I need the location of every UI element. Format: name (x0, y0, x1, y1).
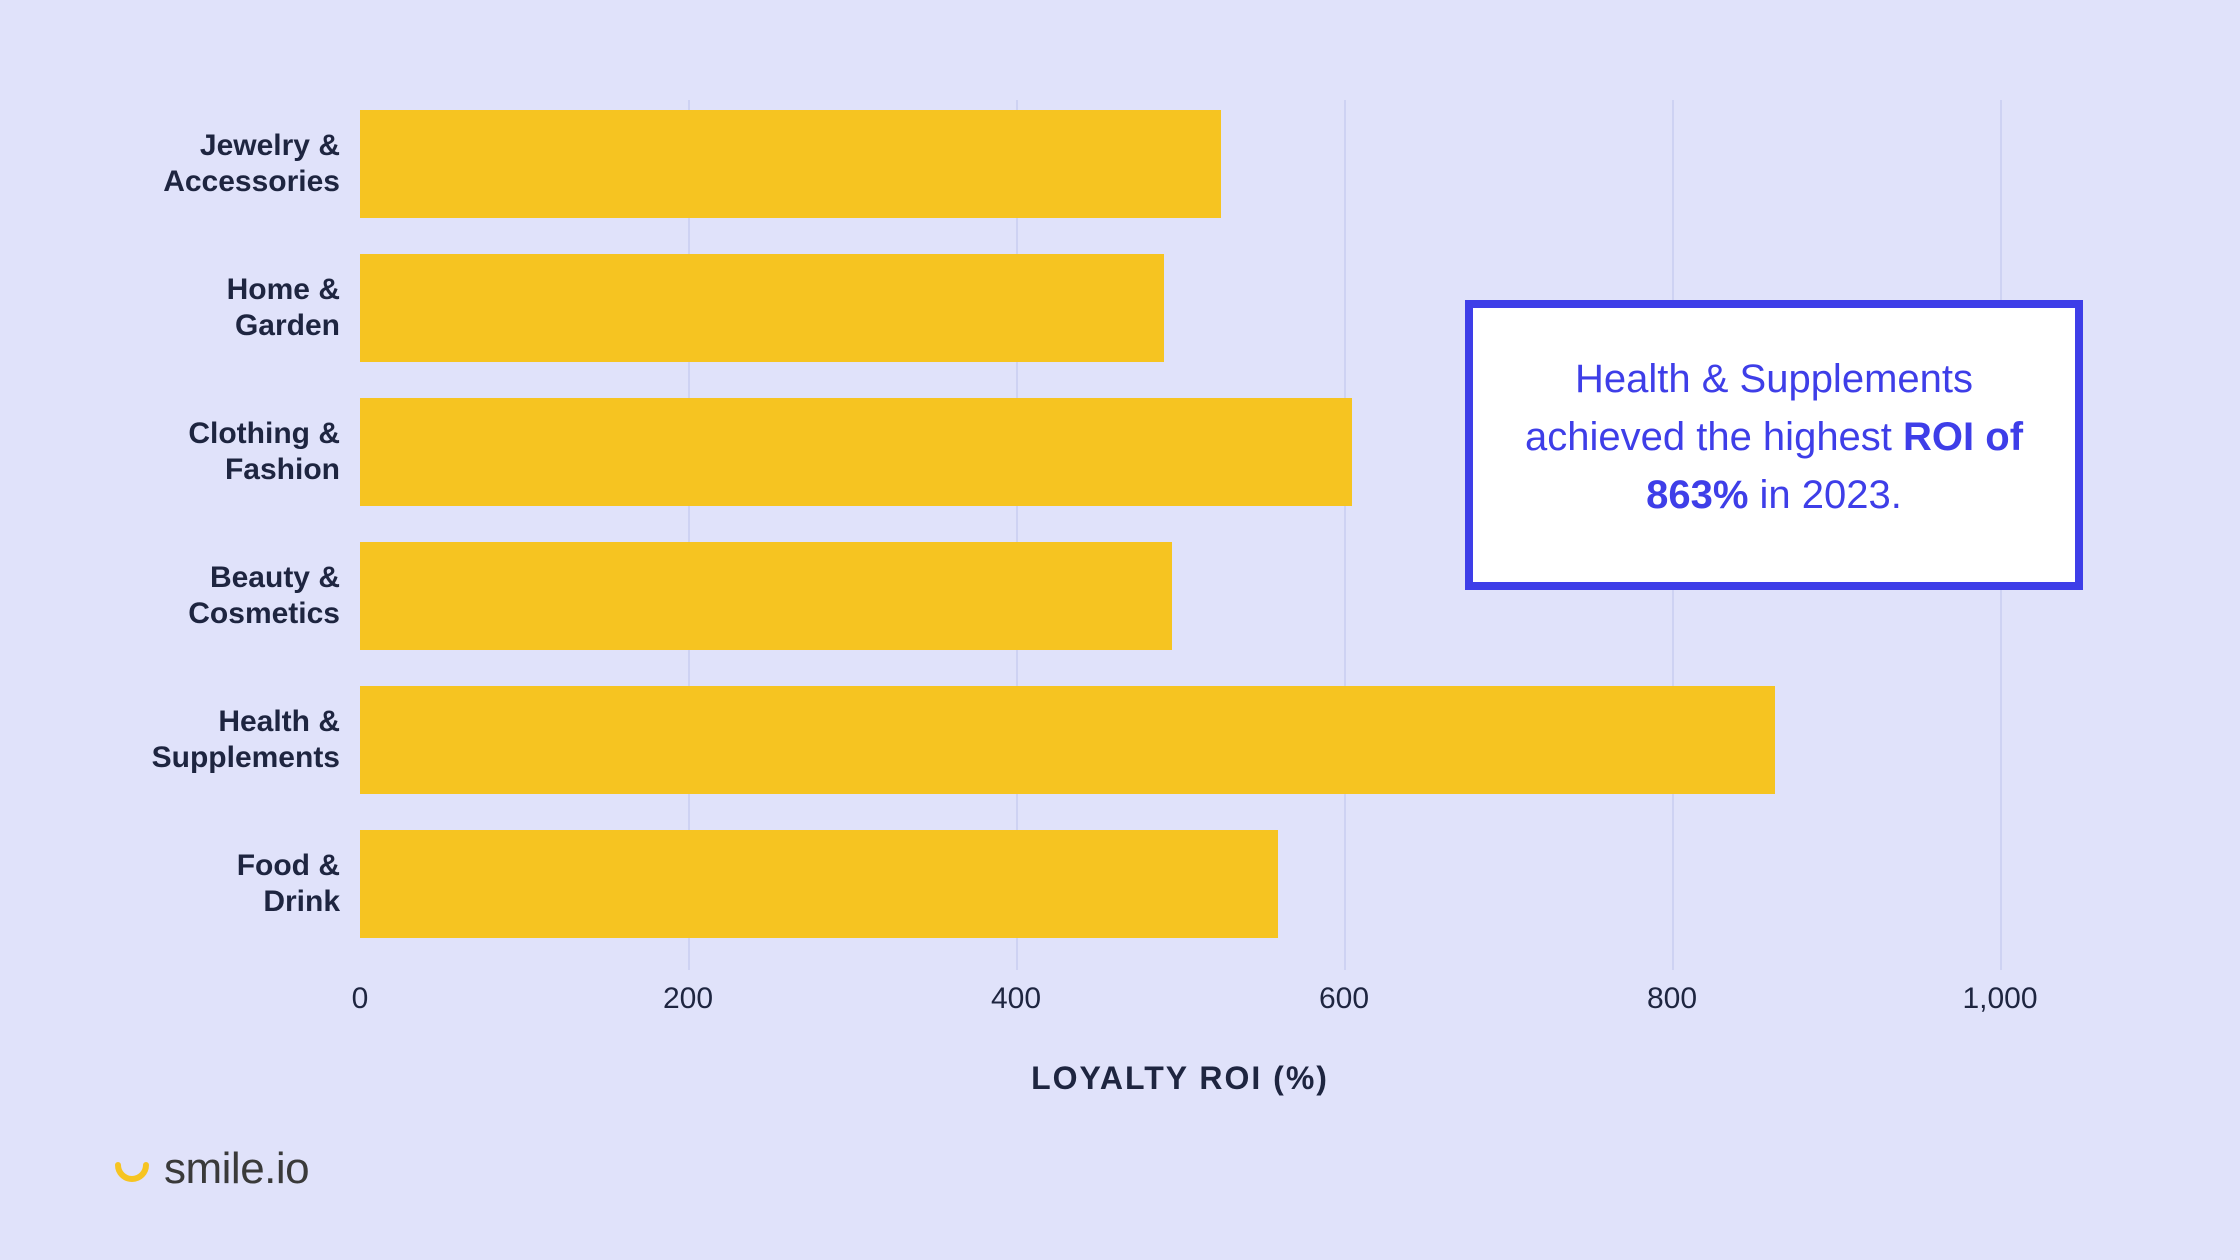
bar (360, 830, 1278, 938)
category-label: Clothing &Fashion (120, 416, 340, 488)
x-tick-label: 800 (1647, 982, 1697, 1016)
gridline (1344, 100, 1346, 970)
bar-row (360, 830, 1278, 938)
bar-row (360, 254, 1164, 362)
category-label: Home &Garden (120, 272, 340, 344)
bar (360, 686, 1775, 794)
callout-text: in 2023. (1748, 473, 1901, 517)
category-label: Food &Drink (120, 848, 340, 920)
bar-row (360, 398, 1352, 506)
category-label: Beauty &Cosmetics (120, 560, 340, 632)
x-tick-label: 600 (1319, 982, 1369, 1016)
x-tick-label: 400 (991, 982, 1041, 1016)
brand-logo: smile.io (114, 1144, 309, 1194)
bar-row (360, 686, 1775, 794)
category-label: Jewelry &Accessories (120, 128, 340, 200)
callout-box: Health & Supplements achieved the highes… (1465, 300, 2083, 590)
x-tick-label: 1,000 (1962, 982, 2037, 1016)
smile-icon (114, 1151, 150, 1187)
x-axis-label: LOYALTY ROI (%) (980, 1060, 1380, 1097)
bar (360, 398, 1352, 506)
x-tick-label: 0 (352, 982, 369, 1016)
category-label: Health &Supplements (120, 704, 340, 776)
logo-text: smile.io (164, 1144, 309, 1194)
bar-row (360, 110, 1221, 218)
bar (360, 110, 1221, 218)
x-tick-label: 200 (663, 982, 713, 1016)
bar (360, 542, 1172, 650)
bar (360, 254, 1164, 362)
bar-row (360, 542, 1172, 650)
